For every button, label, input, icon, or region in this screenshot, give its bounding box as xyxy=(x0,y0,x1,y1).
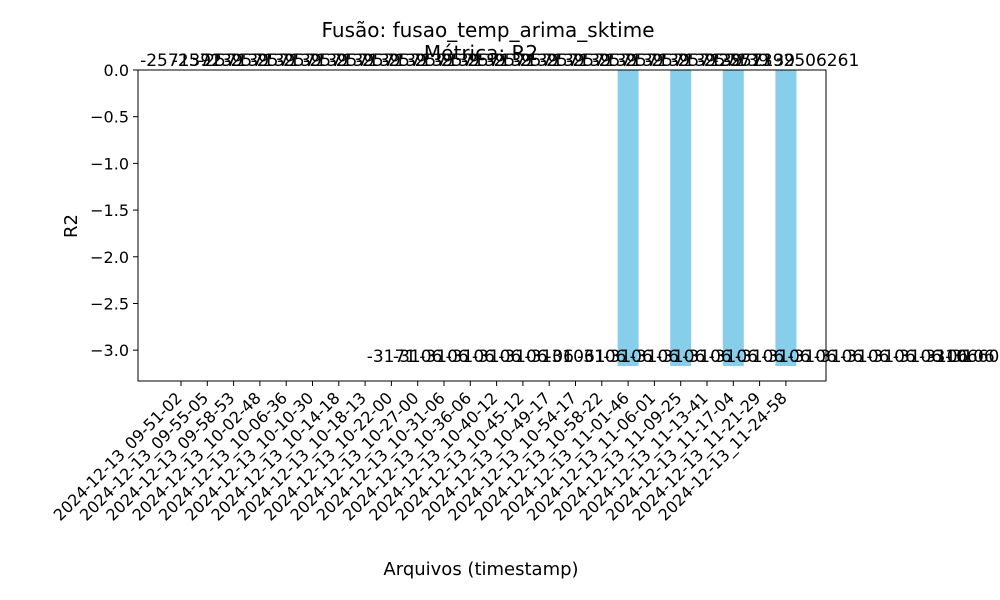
bar-top-label: -257139 xyxy=(671,51,742,71)
bar-top-label: -2571392 xyxy=(140,51,222,71)
chart-title: Fusão: fusao_temp_arima_sktime xyxy=(321,18,654,42)
bar-top-label: -257139 xyxy=(461,51,532,71)
bar-bottom-label: -3106 xyxy=(472,347,521,367)
bar-top-label: -257139 xyxy=(566,51,637,71)
bar-top-label: -257139 xyxy=(645,51,716,71)
bar-bottom-label: -3106 xyxy=(866,347,915,367)
bar-top-label: -257139 xyxy=(356,51,427,71)
x-axis-label: Arquivos (timestamp) xyxy=(383,559,578,580)
bar-bottom-label: -3106 xyxy=(419,347,468,367)
bar-top-label: -257139 xyxy=(330,51,401,71)
bar-top-label: -257139 xyxy=(724,51,795,71)
bar-bottom-label: -3106 xyxy=(840,347,889,367)
top-labels-group: -2571392-257139-257139-257139-257139-257… xyxy=(140,51,859,71)
y-tick-label: −2.5 xyxy=(90,294,129,313)
bar-bottom-label: -3106 xyxy=(524,347,573,367)
bar-bottom-label: -3106 xyxy=(630,347,679,367)
bar-bottom-label: -3106 xyxy=(446,347,495,367)
bar-bottom-label: -3106 xyxy=(709,347,758,367)
bar-bottom-label: -3106 xyxy=(498,347,547,367)
bar-top-label: -257139 xyxy=(619,51,690,71)
bar-top-label: -257139 xyxy=(698,51,769,71)
x-axis: 2024-12-13_09-51-022024-12-13_09-55-0520… xyxy=(50,381,791,525)
bar-top-label: -257139 xyxy=(198,51,269,71)
bar xyxy=(722,70,744,367)
bar-bottom-label: -3106 xyxy=(919,347,968,367)
bar-top-label: -257139 xyxy=(382,51,453,71)
bar-top-label: -257139 xyxy=(251,51,322,71)
y-tick-label: −1.5 xyxy=(90,201,129,220)
bar-bottom-label: -3106 xyxy=(577,347,626,367)
bar-bottom-label: -3106 xyxy=(656,347,705,367)
y-tick-label: 0.0 xyxy=(104,61,129,80)
bar-bottom-label: -3106 xyxy=(787,347,836,367)
bar-top-label: -257139 xyxy=(277,51,348,71)
bar-top-label: -2571392506261 xyxy=(713,51,860,71)
bar-bottom-label: -310660000000 xyxy=(928,347,1000,367)
y-tick-label: −2.0 xyxy=(90,248,129,267)
bar-bottom-label: -3106 xyxy=(761,347,810,367)
bar xyxy=(617,70,639,367)
bar xyxy=(775,70,797,367)
bar-top-label: -257139 xyxy=(224,51,295,71)
bar-bottom-label: -3106 xyxy=(945,347,994,367)
bar-bottom-label: -3106 xyxy=(893,347,942,367)
y-tick-label: −0.5 xyxy=(90,108,129,127)
y-axis: 0.0 −0.5 −1.0 −1.5 −2.0 −2.5 −3.0 xyxy=(90,61,138,360)
bar-top-label: -257139 xyxy=(172,51,243,71)
bar-top-label: -257139 xyxy=(408,51,479,71)
y-axis-label: R2 xyxy=(61,214,82,238)
bar-top-label: -257139 xyxy=(593,51,664,71)
bar-top-label: -257139 xyxy=(540,51,611,71)
bar-bottom-label: -3171 xyxy=(367,347,416,367)
bar-bottom-label: -3106 xyxy=(393,347,442,367)
chart-subtitle: Métrica: R2 xyxy=(424,41,538,65)
plot-area-frame xyxy=(137,69,827,382)
y-tick-label: −1.0 xyxy=(90,154,129,173)
bar-top-label: -257139 xyxy=(514,51,585,71)
bar-top-label: -257139 xyxy=(487,51,558,71)
bars-group xyxy=(617,70,797,367)
bar-top-label: -257139 xyxy=(303,51,374,71)
bar-top-label: -257139 xyxy=(435,51,506,71)
bar xyxy=(670,70,692,367)
bar-bottom-label: -3106 xyxy=(682,347,731,367)
bottom-labels-group: -3171-3106-3106-3106-3106-3106-3106-3106… xyxy=(367,347,1000,367)
bar-bottom-label: -31061 xyxy=(545,347,605,367)
y-tick-label: −3.0 xyxy=(90,341,129,360)
bar-bottom-label: -3106 xyxy=(603,347,652,367)
bar-bottom-label: -3106 xyxy=(735,347,784,367)
